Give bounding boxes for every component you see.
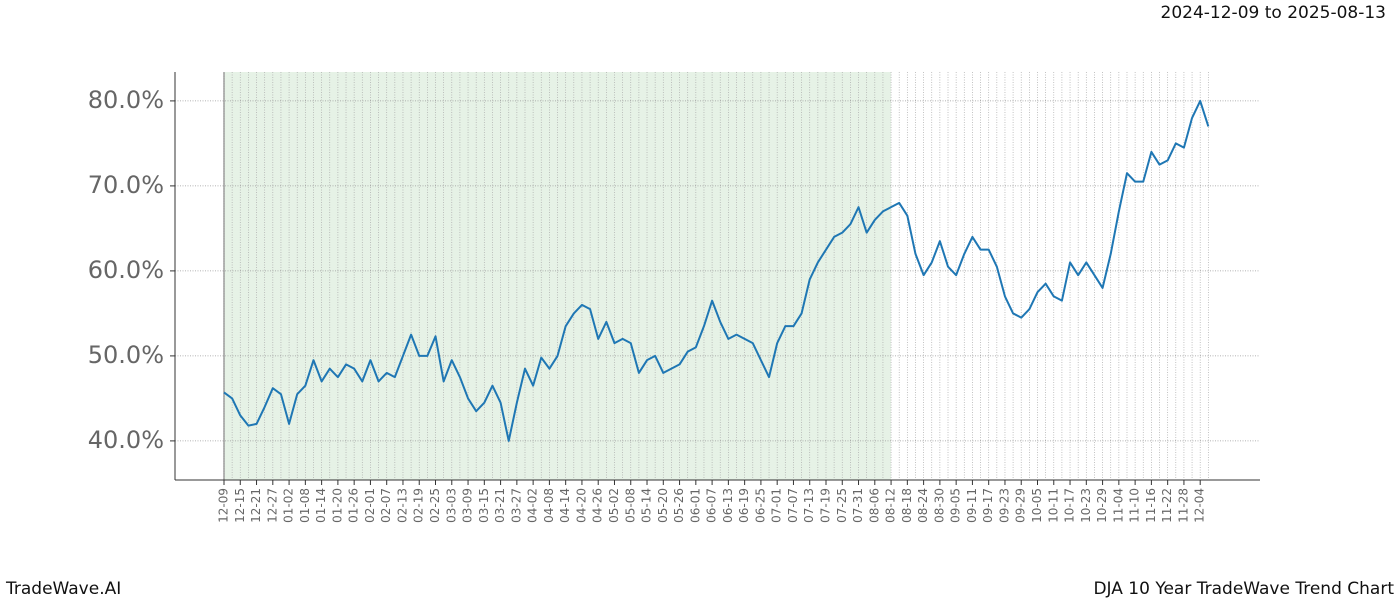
x-tick-label: 11-10 (1128, 488, 1142, 523)
x-tick-label: 03-03 (444, 488, 458, 523)
x-tick-label: 07-01 (770, 488, 784, 523)
x-tick-label: 03-21 (493, 488, 507, 523)
x-tick-label: 01-08 (298, 488, 312, 523)
x-tick-label: 03-27 (509, 488, 523, 523)
x-tick-label: 12-04 (1193, 488, 1207, 523)
x-tick-label: 02-25 (428, 488, 442, 523)
x-tick-label: 08-24 (916, 488, 930, 523)
x-tick-label: 04-26 (591, 488, 605, 523)
x-tick-label: 01-26 (347, 488, 361, 523)
x-tick-label: 05-26 (672, 488, 686, 523)
x-tick-label: 06-25 (753, 488, 767, 523)
y-tick-label: 70.0% (88, 171, 164, 199)
x-tick-label: 09-23 (997, 488, 1011, 523)
x-tick-label: 06-01 (688, 488, 702, 523)
x-tick-label: 09-05 (949, 488, 963, 523)
x-tick-label: 07-19 (818, 488, 832, 523)
x-tick-label: 04-02 (526, 488, 540, 523)
x-tick-label: 09-17 (981, 488, 995, 523)
x-tick-label: 08-12 (884, 488, 898, 523)
y-tick-label: 50.0% (88, 341, 164, 369)
x-tick-label: 05-20 (656, 488, 670, 523)
x-tick-label: 02-07 (379, 488, 393, 523)
x-tick-label: 08-30 (932, 488, 946, 523)
brand: TradeWave.AI (5, 579, 121, 599)
x-tick-label: 11-04 (1111, 488, 1125, 523)
x-tick-label: 02-13 (395, 488, 409, 523)
x-tick-label: 06-19 (737, 488, 751, 523)
x-tick-label: 07-31 (851, 488, 865, 523)
x-tick-label: 05-14 (640, 488, 654, 523)
x-tick-label: 07-13 (802, 488, 816, 523)
shaded-span (224, 72, 892, 480)
x-tick-label: 10-05 (1030, 488, 1044, 523)
x-tick-label: 05-02 (607, 488, 621, 523)
x-tick-label: 02-01 (363, 488, 377, 523)
x-tick-label: 06-13 (721, 488, 735, 523)
x-tick-label: 11-28 (1176, 488, 1190, 523)
x-tick-label: 10-23 (1079, 488, 1093, 523)
y-tick-label: 40.0% (88, 426, 164, 454)
x-tick-label: 10-11 (1046, 488, 1060, 523)
x-tick-label: 01-02 (282, 488, 296, 523)
x-tick-label: 03-15 (477, 488, 491, 523)
x-tick-label: 08-06 (867, 488, 881, 523)
x-tick-label: 09-29 (1014, 488, 1028, 523)
x-tick-label: 10-29 (1095, 488, 1109, 523)
x-tick-label: 03-09 (461, 488, 475, 523)
x-tick-label: 07-25 (835, 488, 849, 523)
x-tick-label: 05-08 (623, 488, 637, 523)
y-tick-label: 80.0% (88, 86, 164, 114)
x-tick-label: 01-14 (314, 488, 328, 523)
x-tick-label: 08-18 (900, 488, 914, 523)
x-tick-label: 12-21 (249, 488, 263, 523)
date-range: 2024-12-09 to 2025-08-13 (1161, 3, 1386, 23)
chart-caption: DJA 10 Year TradeWave Trend Chart (1093, 579, 1394, 599)
data-line (223, 99, 1210, 442)
x-tick-label: 11-16 (1144, 488, 1158, 523)
x-tick-label: 09-11 (965, 488, 979, 523)
x-tick-label: 07-07 (786, 488, 800, 523)
x-tick-label: 01-20 (330, 488, 344, 523)
x-tick-label: 04-08 (542, 488, 556, 523)
x-tick-label: 04-20 (574, 488, 588, 523)
x-tick-label: 11-22 (1160, 488, 1174, 523)
x-tick-label: 02-19 (412, 488, 426, 523)
x-tick-label: 12-09 (217, 488, 231, 523)
x-tick-label: 12-27 (265, 488, 279, 523)
x-tick-label: 06-07 (705, 488, 719, 523)
x-tick-label: 04-14 (558, 488, 572, 523)
x-tick-label: 12-15 (233, 488, 247, 523)
x-tick-label: 10-17 (1063, 488, 1077, 523)
y-tick-label: 60.0% (88, 256, 164, 284)
